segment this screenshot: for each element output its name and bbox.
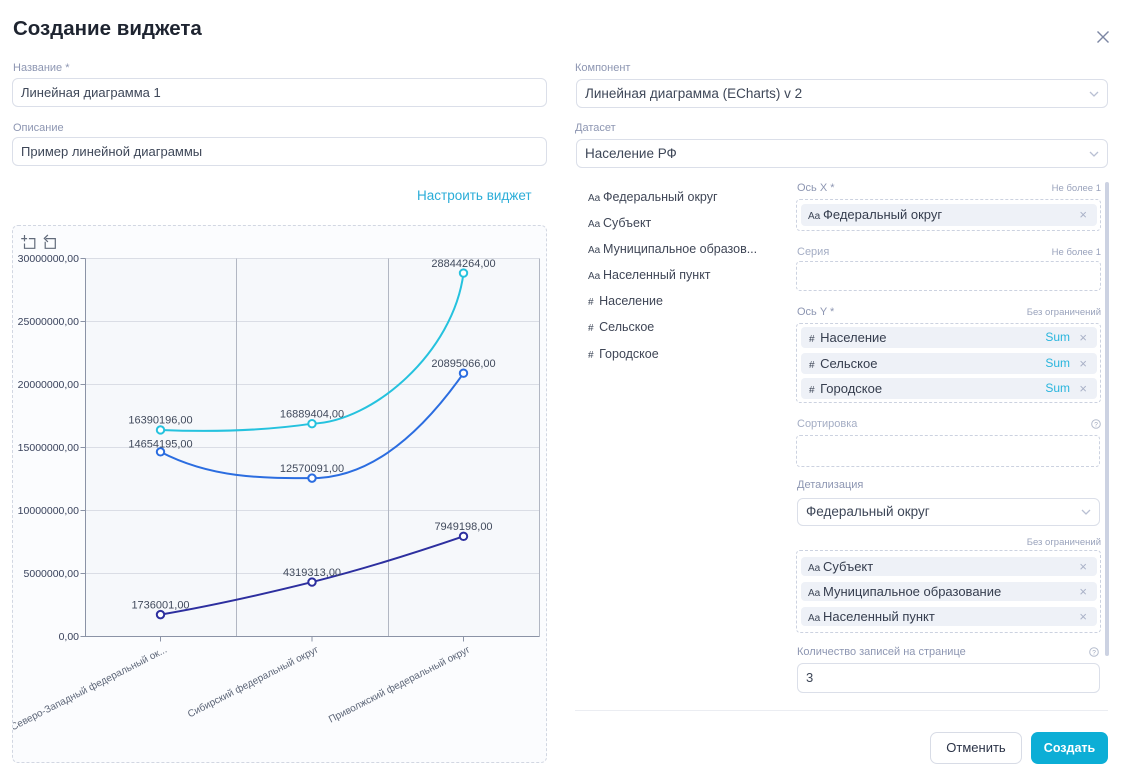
svg-text:5000000,00: 5000000,00 xyxy=(24,568,80,580)
svg-text:12570091,00: 12570091,00 xyxy=(280,463,344,475)
svg-text:Северо-Западный федеральный ок: Северо-Западный федеральный ок... xyxy=(13,644,169,734)
svg-text:7949198,00: 7949198,00 xyxy=(434,521,492,533)
svg-text:?: ? xyxy=(1092,649,1096,656)
svg-text:16390196,00: 16390196,00 xyxy=(128,415,192,427)
svg-text:25000000,00: 25000000,00 xyxy=(18,316,79,328)
svg-text:15000000,00: 15000000,00 xyxy=(18,442,79,454)
svg-text:28844264,00: 28844264,00 xyxy=(431,258,495,270)
svg-text:20000000,00: 20000000,00 xyxy=(18,379,79,391)
svg-text:14654195,00: 14654195,00 xyxy=(128,438,192,450)
svg-text:20895066,00: 20895066,00 xyxy=(431,358,495,370)
svg-text:1736001,00: 1736001,00 xyxy=(131,599,189,611)
svg-text:0,00: 0,00 xyxy=(59,631,80,643)
svg-text:Приволжский федеральный округ: Приволжский федеральный округ xyxy=(327,643,473,725)
svg-text:10000000,00: 10000000,00 xyxy=(18,505,79,517)
svg-text:?: ? xyxy=(1094,421,1098,428)
svg-text:Сибирский федеральный округ: Сибирский федеральный округ xyxy=(186,643,321,720)
svg-text:4319313,00: 4319313,00 xyxy=(283,567,341,579)
svg-text:30000000,00: 30000000,00 xyxy=(18,253,79,265)
svg-text:16889404,00: 16889404,00 xyxy=(280,408,344,420)
